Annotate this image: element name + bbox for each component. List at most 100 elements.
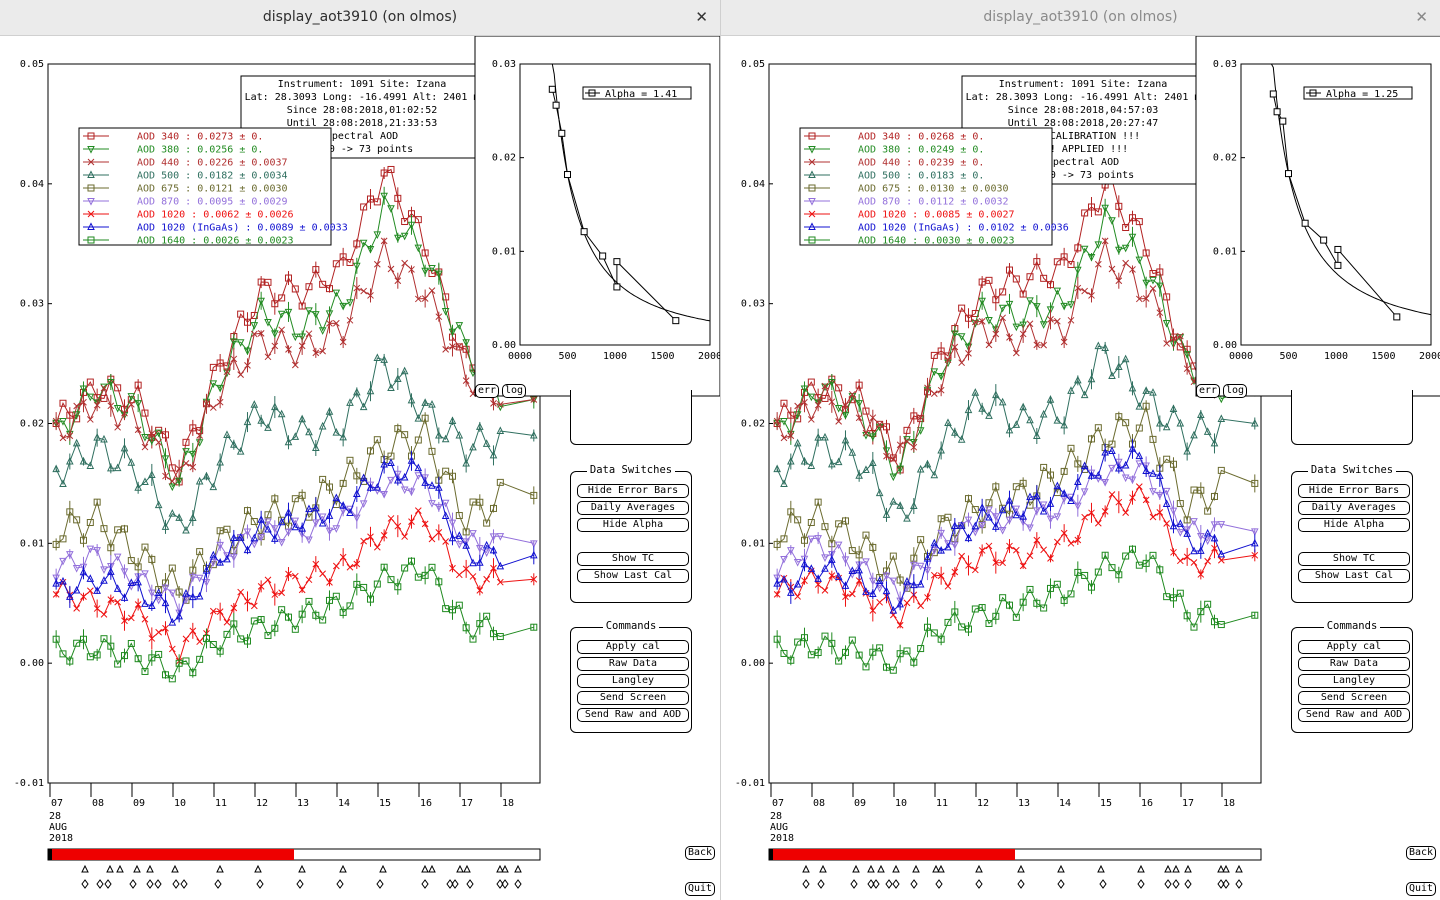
marker	[1250, 528, 1259, 536]
send-raw-aod-button[interactable]: Send Raw and AOD	[577, 708, 689, 722]
inset-point	[1279, 117, 1287, 125]
progress-fill	[769, 849, 1015, 860]
hide-error-bars-button[interactable]: Hide Error Bars	[1298, 484, 1410, 498]
marker	[72, 438, 81, 447]
series-line	[776, 404, 1255, 590]
marker	[964, 533, 973, 542]
show-tc-button[interactable]: Show TC	[1298, 552, 1410, 566]
marker	[1142, 496, 1150, 504]
marker	[883, 452, 890, 460]
marker	[1163, 593, 1171, 601]
marker	[209, 482, 218, 491]
marker	[971, 521, 980, 530]
send-screen-button[interactable]: Send Screen	[1298, 691, 1410, 705]
marker	[244, 362, 251, 369]
marker	[298, 491, 306, 499]
marker	[978, 404, 986, 412]
hide-alpha-button[interactable]: Hide Alpha	[577, 518, 689, 532]
apply-cal-button[interactable]: Apply cal	[1298, 640, 1410, 654]
marker	[1183, 529, 1191, 537]
marker	[305, 307, 313, 316]
marker	[1210, 618, 1218, 626]
marker	[828, 398, 836, 406]
marker	[821, 564, 829, 572]
marker	[367, 533, 374, 541]
marker	[387, 265, 395, 273]
marker	[958, 623, 966, 631]
show-last-cal-button[interactable]: Show Last Cal	[1298, 569, 1410, 583]
close-icon[interactable]: ✕	[695, 8, 708, 26]
marker	[835, 520, 843, 528]
marker	[1108, 371, 1116, 380]
marker	[1251, 551, 1259, 559]
marker	[209, 550, 218, 559]
err-button[interactable]: err	[1196, 384, 1221, 398]
marker-diamond	[1235, 879, 1243, 889]
marker	[944, 542, 952, 551]
series-line	[777, 206, 1255, 478]
marker	[1005, 425, 1014, 434]
marker	[1190, 486, 1198, 494]
marker	[182, 588, 190, 597]
marker	[373, 198, 381, 206]
titlebar[interactable]: display_aot3910 (on olmos) ✕	[0, 0, 720, 36]
daily-averages-button[interactable]: Daily Averages	[1298, 501, 1410, 515]
show-tc-button[interactable]: Show TC	[577, 552, 689, 566]
marker	[869, 433, 877, 442]
marker	[489, 630, 497, 638]
quit-button[interactable]: Quit	[685, 882, 716, 896]
marker	[1128, 444, 1137, 452]
langley-button[interactable]: Langley	[1298, 674, 1410, 688]
marker	[1190, 546, 1198, 555]
series-line	[56, 459, 534, 624]
marker	[127, 557, 135, 565]
marker	[52, 591, 60, 598]
marker-diamond	[104, 879, 112, 889]
marker	[951, 541, 959, 550]
inset-x-tick-label: 2000	[1419, 351, 1440, 362]
marker	[1053, 538, 1061, 546]
hide-alpha-button[interactable]: Hide Alpha	[1298, 518, 1410, 532]
hide-error-bars-button[interactable]: Hide Error Bars	[577, 484, 689, 498]
send-screen-button[interactable]: Send Screen	[577, 691, 689, 705]
marker	[821, 632, 829, 640]
progress-start	[769, 849, 773, 860]
marker	[1005, 516, 1014, 525]
marker	[848, 636, 856, 644]
close-icon[interactable]: ✕	[1415, 8, 1428, 26]
alpha-legend-frame	[1303, 86, 1413, 100]
raw-data-button[interactable]: Raw Data	[577, 657, 689, 671]
marker	[1142, 249, 1150, 257]
raw-data-button[interactable]: Raw Data	[1298, 657, 1410, 671]
daily-averages-button[interactable]: Daily Averages	[577, 501, 689, 515]
send-raw-aod-button[interactable]: Send Raw and AOD	[1298, 708, 1410, 722]
langley-button[interactable]: Langley	[577, 674, 689, 688]
err-button[interactable]: err	[475, 384, 500, 398]
marker	[127, 393, 136, 401]
marker	[277, 517, 286, 526]
log-button[interactable]: log	[1223, 384, 1248, 398]
marker	[821, 554, 829, 562]
back-button[interactable]: Back	[1406, 846, 1437, 860]
titlebar[interactable]: display_aot3910 (on olmos) ✕	[721, 0, 1440, 36]
marker	[1149, 551, 1157, 559]
inset-x-tick-label: 500	[558, 351, 576, 362]
show-last-cal-button[interactable]: Show Last Cal	[577, 569, 689, 583]
marker	[100, 635, 108, 643]
marker	[1046, 471, 1054, 479]
info-line: Lat: 28.3093 Long: -16.4991 Alt: 2401 m	[966, 92, 1201, 103]
back-button[interactable]: Back	[685, 846, 716, 860]
window-title: display_aot3910 (on olmos)	[262, 9, 458, 25]
marker	[985, 317, 993, 325]
marker	[168, 645, 176, 653]
marker	[134, 601, 142, 608]
x-tick-label: 07	[772, 798, 784, 809]
quit-button[interactable]: Quit	[1406, 882, 1437, 896]
apply-cal-button[interactable]: Apply cal	[577, 640, 689, 654]
marker-triangle	[171, 864, 179, 873]
marker	[154, 588, 163, 596]
marker	[264, 511, 272, 519]
marker	[243, 507, 251, 515]
marker	[353, 284, 361, 292]
log-button[interactable]: log	[502, 384, 527, 398]
